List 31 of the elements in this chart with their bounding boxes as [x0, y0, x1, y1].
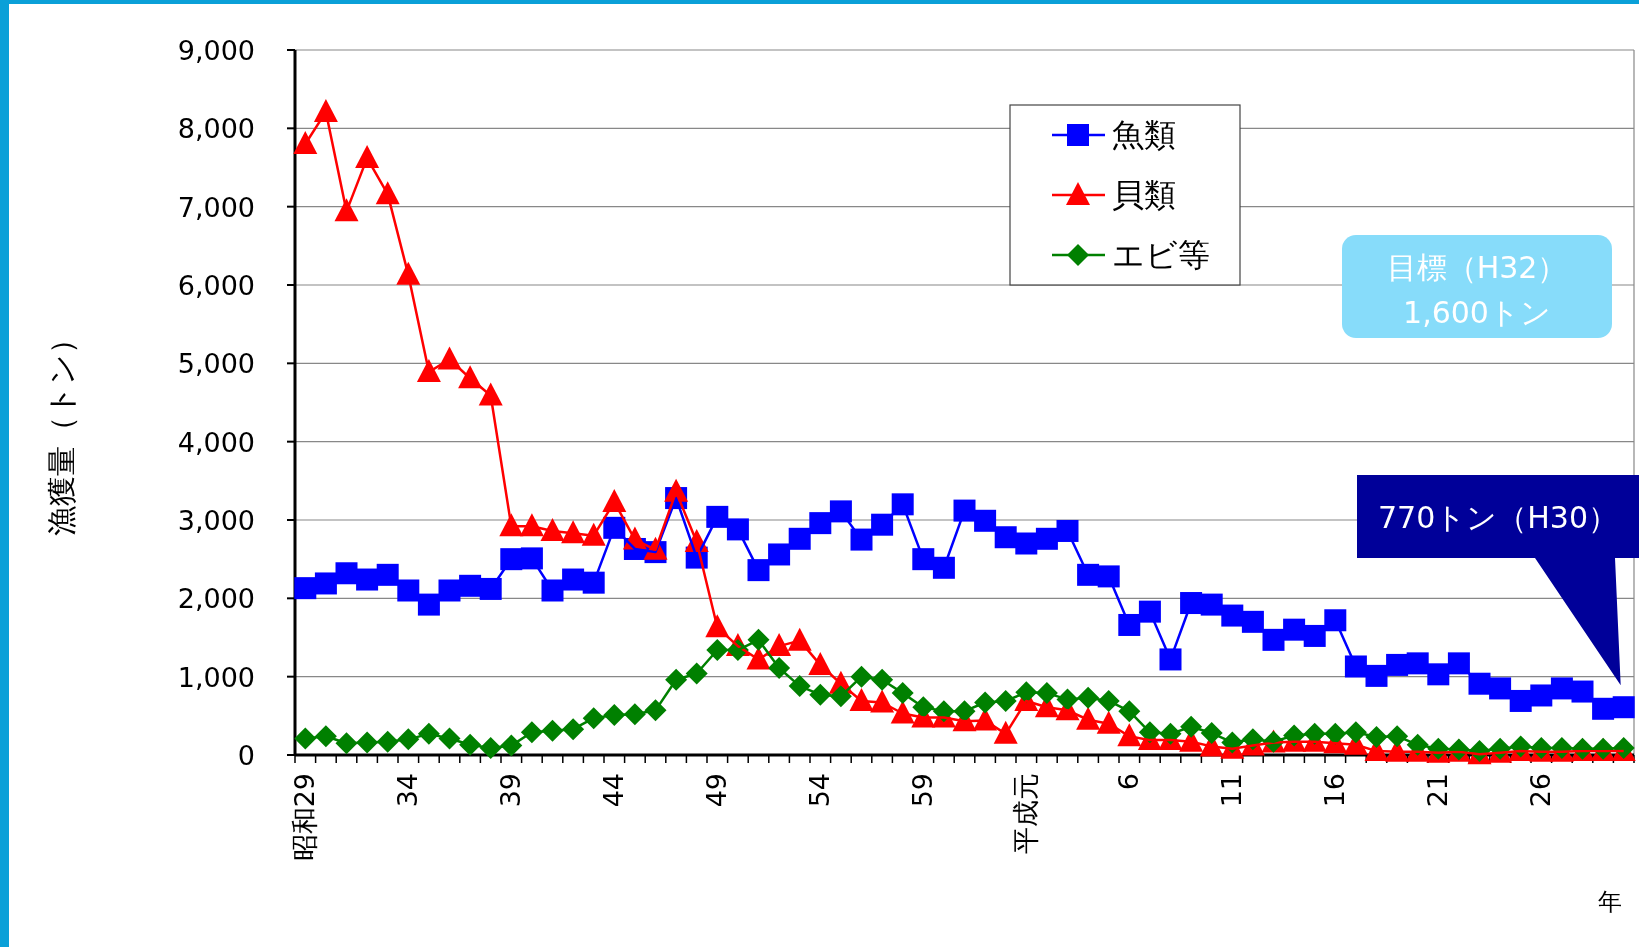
y-tick-label: 5,000	[177, 348, 255, 380]
y-tick-label: 1,000	[177, 661, 255, 693]
y-tick-label: 8,000	[177, 113, 255, 145]
y-tick-label: 9,000	[177, 35, 255, 66]
x-tick-label: 6	[1113, 773, 1145, 791]
y-tick-label: 3,000	[177, 505, 255, 536]
x-tick-label: 26	[1525, 773, 1557, 808]
x-tick-label: 21	[1422, 773, 1454, 808]
x-tick-label: 11	[1216, 773, 1248, 808]
y-tick-label: 6,000	[177, 270, 255, 301]
y-axis-title: 漁獲量（トン）	[44, 324, 79, 536]
y-tick-label: 4,000	[177, 426, 255, 458]
legend-label: 魚類	[1112, 116, 1176, 154]
x-tick-label: 44	[598, 773, 630, 808]
x-tick-label: 59	[907, 773, 939, 808]
annotation: 770トン（H30）	[1378, 500, 1618, 535]
x-tick-label: 16	[1319, 773, 1351, 808]
x-tick-label: 54	[804, 773, 836, 808]
x-tick-label: 39	[495, 773, 527, 808]
x-tick-label: 49	[701, 773, 733, 808]
y-tick-label: 0	[237, 740, 255, 771]
x-axis-title: 年	[1598, 888, 1622, 916]
legend-label: 貝類	[1112, 176, 1176, 214]
y-tick-label: 2,000	[177, 583, 255, 615]
annotation: 1,600トン	[1403, 295, 1551, 330]
annotation: 目標（H32）	[1386, 250, 1568, 285]
y-tick-label: 7,000	[177, 191, 255, 223]
legend-label: エビ等	[1112, 236, 1210, 274]
x-tick-label: 34	[392, 773, 424, 808]
x-tick-label: 平成元	[1010, 773, 1042, 854]
x-tick-label: 昭和29	[289, 773, 321, 862]
